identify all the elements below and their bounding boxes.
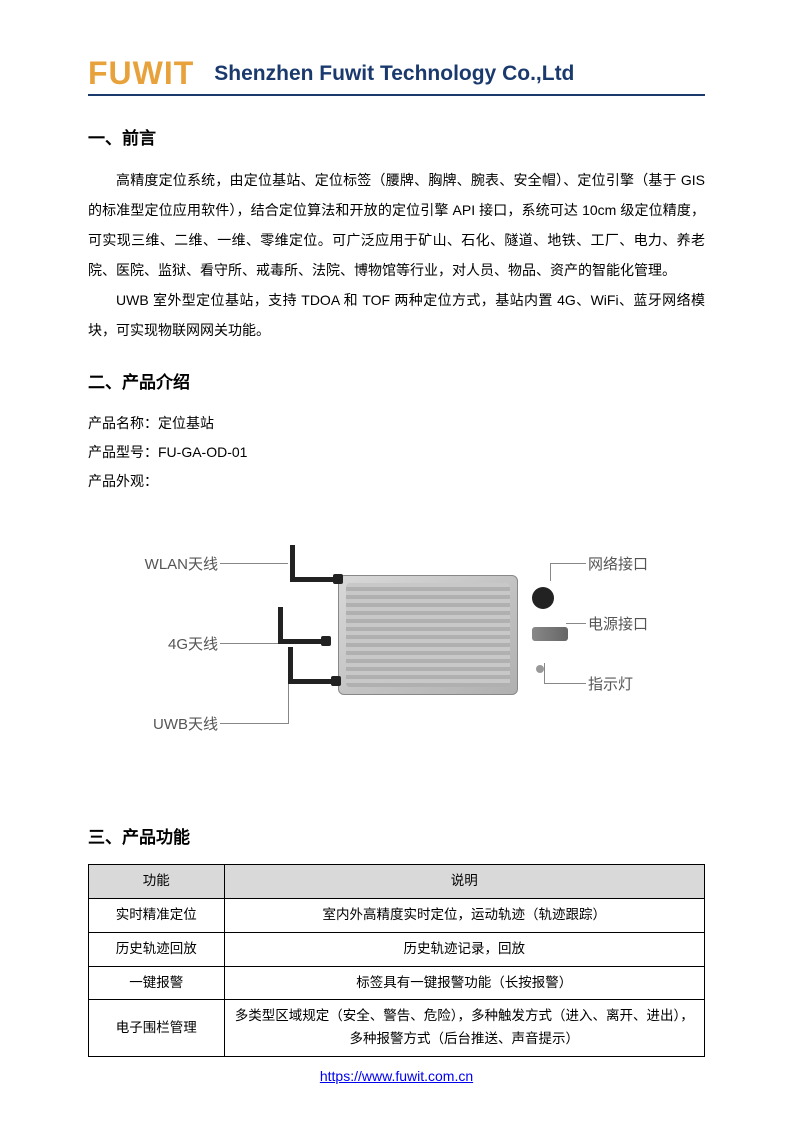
leader-line — [220, 723, 288, 724]
wlan-antenna-label: WLAN天线 — [98, 553, 218, 574]
section-product-title: 二、产品介绍 — [88, 368, 705, 393]
leader-line — [550, 563, 551, 581]
leader-line — [220, 643, 280, 644]
wlan-antenna-icon — [290, 577, 335, 582]
preface-para-1: 高精度定位系统，由定位基站、定位标签（腰牌、胸牌、腕表、安全帽）、定位引擎（基于… — [88, 165, 705, 285]
uwb-antenna-label: UWB天线 — [98, 713, 218, 734]
product-name-line: 产品名称：定位基站 — [88, 409, 705, 438]
led-label: 指示灯 — [588, 673, 708, 694]
uwb-antenna-icon — [288, 647, 293, 682]
header-underline — [88, 94, 705, 96]
network-port-icon — [532, 587, 554, 609]
leader-line — [566, 623, 586, 624]
power-port-icon — [532, 627, 568, 641]
product-model-label: 产品型号： — [88, 444, 158, 460]
product-appearance-label: 产品外观： — [88, 467, 705, 496]
logo: FUWIT — [88, 55, 194, 92]
table-cell: 电子围栏管理 — [89, 1000, 225, 1057]
table-row: 电子围栏管理 多类型区域规定（安全、警告、危险），多种触发方式（进入、离开、进出… — [89, 1000, 705, 1057]
preface-para-2: UWB 室外型定位基站，支持 TDOA 和 TOF 两种定位方式，基站内置 4G… — [88, 285, 705, 345]
section-function-title: 三、产品功能 — [88, 823, 705, 848]
network-port-label: 网络接口 — [588, 553, 708, 574]
table-header-func: 功能 — [89, 864, 225, 898]
table-cell: 历史轨迹记录，回放 — [224, 932, 704, 966]
table-row: 一键报警 标签具有一键报警功能（长按报警） — [89, 966, 705, 1000]
device-illustration — [318, 555, 538, 710]
function-table: 功能 说明 实时精准定位 室内外高精度实时定位，运动轨迹（轨迹跟踪） 历史轨迹回… — [88, 864, 705, 1058]
power-port-label: 电源接口 — [588, 613, 708, 634]
table-row: 历史轨迹回放 历史轨迹记录，回放 — [89, 932, 705, 966]
leader-line — [544, 663, 545, 683]
leader-line — [288, 680, 289, 724]
table-cell: 一键报警 — [89, 966, 225, 1000]
company-name: Shenzhen Fuwit Technology Co.,Ltd — [214, 62, 574, 86]
table-cell: 多类型区域规定（安全、警告、危险），多种触发方式（进入、离开、进出），多种报警方… — [224, 1000, 704, 1057]
wlan-antenna-icon — [290, 545, 295, 580]
product-name-value: 定位基站 — [158, 415, 214, 431]
4g-antenna-icon — [278, 639, 323, 644]
table-row: 实时精准定位 室内外高精度实时定位，运动轨迹（轨迹跟踪） — [89, 898, 705, 932]
product-model-value: FU-GA-OD-01 — [158, 444, 247, 460]
product-model-line: 产品型号：FU-GA-OD-01 — [88, 438, 705, 467]
product-diagram: WLAN天线 4G天线 UWB天线 网络接口 电源接口 指示灯 — [88, 515, 705, 795]
product-name-label: 产品名称： — [88, 415, 158, 431]
footer-link[interactable]: https://www.fuwit.com.cn — [320, 1068, 473, 1084]
page-header: FUWIT Shenzhen Fuwit Technology Co.,Ltd — [88, 55, 705, 92]
table-cell: 历史轨迹回放 — [89, 932, 225, 966]
footer: https://www.fuwit.com.cn — [0, 1068, 793, 1084]
4g-antenna-icon — [278, 607, 283, 642]
led-icon — [536, 665, 544, 673]
device-ridges — [346, 583, 510, 687]
leader-line — [544, 683, 586, 684]
uwb-antenna-icon — [288, 679, 333, 684]
table-cell: 实时精准定位 — [89, 898, 225, 932]
leader-line — [220, 563, 288, 564]
leader-line — [550, 563, 586, 564]
table-header-desc: 说明 — [224, 864, 704, 898]
table-cell: 标签具有一键报警功能（长按报警） — [224, 966, 704, 1000]
section-preface-title: 一、前言 — [88, 124, 705, 149]
table-cell: 室内外高精度实时定位，运动轨迹（轨迹跟踪） — [224, 898, 704, 932]
4g-antenna-label: 4G天线 — [98, 633, 218, 654]
